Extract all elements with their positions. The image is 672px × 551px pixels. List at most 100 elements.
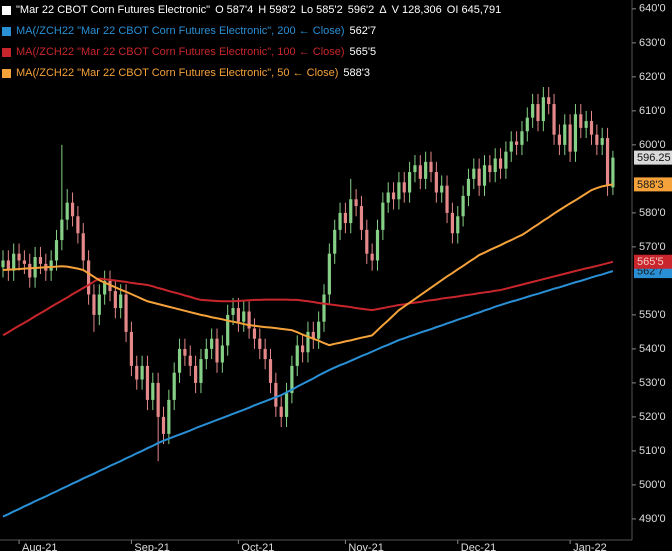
candle-body [525, 117, 529, 132]
candle-body [477, 168, 481, 186]
y-tick-label: 540'0 [639, 343, 666, 355]
x-tick-label: Jan-22 [573, 542, 607, 551]
candle-body [370, 253, 374, 261]
x-tick-label: Aug-21 [22, 542, 57, 551]
candle-body [568, 124, 572, 152]
candle-body [424, 161, 428, 179]
candle-body [338, 212, 342, 230]
legend-row: MA(/ZCH22 "Mar 22 CBOT Corn Futures Elec… [2, 63, 373, 84]
ma-line [2, 183, 614, 347]
last-price-tag-label: 596.25 [637, 152, 671, 164]
candle-body [584, 121, 588, 128]
candle-body [311, 331, 315, 339]
candle-body [22, 260, 26, 264]
candle-body [573, 114, 578, 152]
candle-body [76, 216, 80, 234]
candle-body [434, 172, 438, 193]
legend: "Mar 22 CBOT Corn Futures Electronic" O … [2, 0, 505, 84]
candle-body [391, 192, 396, 200]
x-tick-label: Oct-21 [241, 542, 274, 551]
candle-body [247, 311, 251, 329]
quote-item: Lo 585'2 [300, 4, 343, 16]
legend-name: MA(/ZCH22 "Mar 22 CBOT Corn Futures Elec… [16, 67, 339, 79]
y-tick-label: 630'0 [639, 37, 666, 49]
candle-body [38, 257, 43, 264]
x-tick-label: Nov-21 [348, 542, 383, 551]
quote-item: OI 645,791 [446, 4, 502, 16]
candle-body [199, 359, 203, 383]
quote-item: O 587'4 [215, 4, 254, 16]
candle-body [440, 185, 444, 193]
candle-body [140, 365, 144, 380]
y-tick-label: 600'0 [639, 139, 666, 151]
candle-body [81, 233, 85, 261]
candle-body [445, 185, 449, 213]
candle-body [306, 331, 310, 353]
candle-body [600, 138, 604, 145]
y-tick-label: 520'0 [639, 411, 666, 423]
candle-body [92, 294, 96, 315]
quote-item: H 598'2 [258, 4, 296, 16]
candle-body [333, 229, 337, 254]
legend-value: 565'5 [349, 46, 377, 58]
candle-body [456, 216, 460, 234]
ma-price-tag-label: 565'5 [637, 256, 664, 268]
candle-body [60, 219, 64, 241]
candle-body [488, 165, 492, 173]
candle-body [290, 365, 294, 394]
legend-row: MA(/ZCH22 "Mar 22 CBOT Corn Futures Elec… [2, 42, 380, 63]
candle-body [557, 134, 561, 145]
candle-body [520, 131, 524, 145]
candle-body [595, 134, 599, 145]
candle-body [210, 338, 214, 349]
candle-body [236, 308, 240, 322]
candle-body [161, 416, 166, 434]
candle-body [215, 338, 219, 363]
candle-body [493, 158, 497, 173]
candle-body [135, 365, 139, 380]
candle-body [54, 240, 59, 261]
legend-swatch [2, 48, 11, 57]
candle-body [119, 294, 123, 309]
candle-body [6, 260, 10, 271]
y-tick-label: 640'0 [639, 3, 666, 15]
candle-body [563, 124, 567, 145]
legend-value: 588'3 [343, 67, 370, 79]
y-tick-label: 510'0 [639, 445, 666, 457]
candle-body [413, 165, 417, 173]
candle-body [220, 345, 224, 363]
candle-body [263, 348, 267, 360]
y-tick-label: 500'0 [639, 479, 666, 491]
candle-body [450, 212, 454, 234]
candle-body [322, 294, 326, 322]
candle-body [124, 294, 128, 332]
candle-body [177, 348, 182, 373]
candle-body [49, 260, 53, 271]
candle-body [188, 355, 192, 366]
candle-body [381, 202, 385, 230]
candle-body [194, 365, 198, 383]
candle-body [151, 382, 155, 400]
candle-body [498, 158, 503, 169]
candle-body [611, 157, 615, 188]
candle-body [65, 202, 69, 220]
candle-body [317, 321, 321, 339]
candle-body [103, 280, 107, 295]
legend-value: 562'7 [349, 25, 377, 37]
candle-body [531, 104, 535, 118]
candle-body [274, 382, 278, 407]
y-tick-label: 580'0 [639, 207, 666, 219]
candle-body [87, 260, 91, 295]
candle-body [295, 345, 299, 366]
legend-row: MA(/ZCH22 "Mar 22 CBOT Corn Futures Elec… [2, 21, 380, 42]
candle-body [589, 121, 594, 135]
quote-row: "Mar 22 CBOT Corn Futures Electronic" O … [2, 0, 505, 21]
candle-body [408, 172, 412, 193]
candle-body [284, 393, 289, 417]
candle-body [536, 104, 540, 122]
quote-item: Δ [379, 4, 387, 16]
candle-body [242, 311, 246, 322]
ma-price-tag [634, 254, 672, 269]
y-tick-label: 490'0 [639, 513, 666, 525]
candle-body [113, 291, 117, 309]
